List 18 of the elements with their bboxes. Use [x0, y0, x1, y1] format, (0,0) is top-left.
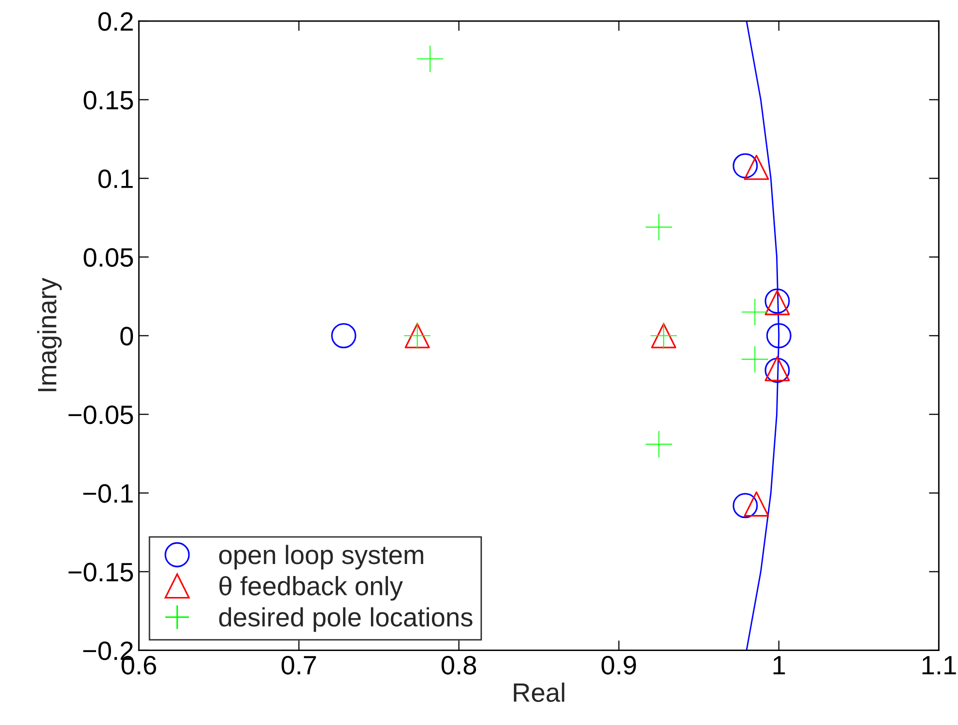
y-tick-label: 0.05 [84, 248, 133, 267]
y-tick-label: −0.05 [68, 405, 133, 424]
y-tick-label: 0 [120, 326, 134, 346]
y-axis-title: Imaginary [37, 278, 62, 392]
y-tick-label: −0.15 [68, 562, 133, 582]
y-tick-label: 0.15 [84, 90, 133, 110]
y-tick-label: −0.1 [83, 484, 133, 503]
x-tick-label: 1.1 [922, 656, 956, 674]
x-tick-label: 0.9 [602, 656, 636, 675]
legend-label: desired pole locations [219, 607, 472, 632]
y-tick-label: 0.1 [98, 169, 133, 188]
x-tick-label: 1 [774, 656, 785, 674]
legend-label: θ feedback only [219, 576, 403, 601]
x-tick-label: 0.7 [282, 656, 316, 675]
x-axis-title: Real [514, 682, 564, 702]
x-tick-label: 0.8 [442, 656, 476, 675]
legend-label: open loop system [219, 544, 424, 570]
y-tick-label: 0.2 [98, 12, 133, 31]
